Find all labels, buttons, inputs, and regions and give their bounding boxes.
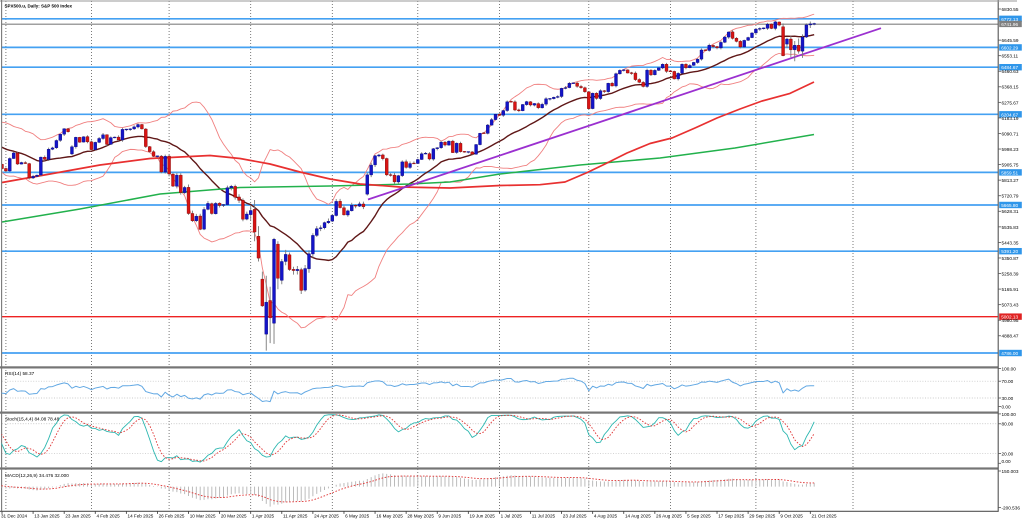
svg-text:26 Feb 2025: 26 Feb 2025 — [159, 514, 185, 519]
svg-text:-200.536: -200.536 — [1002, 505, 1021, 510]
svg-text:RSI(14) 58.37: RSI(14) 58.37 — [5, 371, 35, 376]
svg-text:4786.00: 4786.00 — [1001, 351, 1018, 356]
svg-text:6275.67: 6275.67 — [1002, 100, 1019, 105]
svg-text:1 Apr 2025: 1 Apr 2025 — [252, 514, 275, 519]
svg-text:29 Sep 2025: 29 Sep 2025 — [749, 514, 776, 519]
svg-text:9 Oct 2025: 9 Oct 2025 — [780, 514, 803, 519]
svg-text:6645.59: 6645.59 — [1002, 38, 1019, 43]
svg-text:5535.83: 5535.83 — [1002, 225, 1019, 230]
svg-text:SPX500.u, Daily: S&P 500 Index: SPX500.u, Daily: S&P 500 Index — [5, 3, 73, 8]
svg-text:20 Mar 2025: 20 Mar 2025 — [221, 514, 247, 519]
svg-text:6772.13: 6772.13 — [1001, 17, 1018, 22]
svg-text:5859.51: 5859.51 — [1001, 170, 1018, 175]
svg-text:4980.95: 4980.95 — [1002, 318, 1019, 323]
svg-text:5905.75: 5905.75 — [1002, 163, 1019, 168]
svg-text:6602.29: 6602.29 — [1001, 45, 1018, 50]
svg-text:Stoch(15,4,4) 84.08 78.48: Stoch(15,4,4) 84.08 78.48 — [5, 416, 60, 421]
svg-text:0.00: 0.00 — [1002, 459, 1012, 464]
svg-text:6 May 2025: 6 May 2025 — [345, 514, 369, 519]
svg-text:4 Feb 2025: 4 Feb 2025 — [96, 514, 120, 519]
svg-text:21 Oct 2025: 21 Oct 2025 — [811, 514, 836, 519]
svg-text:70.00: 70.00 — [1002, 379, 1014, 384]
svg-text:150.003: 150.003 — [1002, 469, 1019, 474]
svg-text:6090.71: 6090.71 — [1002, 131, 1019, 136]
svg-text:14 Feb 2025: 14 Feb 2025 — [128, 514, 154, 519]
svg-text:23 Jan 2025: 23 Jan 2025 — [65, 514, 91, 519]
svg-text:10 Mar 2025: 10 Mar 2025 — [190, 514, 216, 519]
svg-text:5350.87: 5350.87 — [1002, 256, 1019, 261]
svg-text:26 Aug 2025: 26 Aug 2025 — [656, 514, 682, 519]
svg-text:5443.35: 5443.35 — [1002, 240, 1019, 245]
svg-text:5258.39: 5258.39 — [1002, 271, 1019, 276]
svg-text:9 Jun 2025: 9 Jun 2025 — [438, 514, 461, 519]
svg-text:100.00: 100.00 — [1002, 412, 1017, 417]
svg-text:6183.19: 6183.19 — [1002, 116, 1019, 121]
svg-text:4 Aug 2025: 4 Aug 2025 — [594, 514, 618, 519]
svg-text:23 Jul 2025: 23 Jul 2025 — [563, 514, 587, 519]
svg-text:0.00: 0.00 — [1002, 404, 1012, 409]
svg-text:5073.43: 5073.43 — [1002, 303, 1019, 308]
svg-text:24 Apr 2025: 24 Apr 2025 — [314, 514, 339, 519]
svg-text:5391.20: 5391.20 — [1001, 249, 1018, 254]
svg-text:80.00: 80.00 — [1002, 422, 1014, 427]
svg-text:20.00: 20.00 — [1002, 451, 1014, 456]
svg-text:5720.79: 5720.79 — [1002, 194, 1019, 199]
svg-text:11 Jul 2025: 11 Jul 2025 — [532, 514, 556, 519]
svg-text:11 Apr 2025: 11 Apr 2025 — [283, 514, 308, 519]
svg-text:4888.47: 4888.47 — [1002, 334, 1019, 339]
svg-text:19 Jun 2025: 19 Jun 2025 — [470, 514, 496, 519]
svg-text:13 Jan 2025: 13 Jan 2025 — [34, 514, 60, 519]
svg-text:1 Jul 2025: 1 Jul 2025 — [501, 514, 523, 519]
svg-text:5628.31: 5628.31 — [1002, 209, 1019, 214]
svg-text:5165.91: 5165.91 — [1002, 287, 1019, 292]
svg-text:6553.11: 6553.11 — [1002, 54, 1019, 59]
svg-text:30.00: 30.00 — [1002, 396, 1014, 401]
svg-text:17 Sep 2025: 17 Sep 2025 — [718, 514, 745, 519]
svg-text:14 Aug 2025: 14 Aug 2025 — [625, 514, 651, 519]
svg-text:6484.67: 6484.67 — [1001, 65, 1018, 70]
svg-text:100.00: 100.00 — [1002, 367, 1017, 372]
svg-text:5002.13: 5002.13 — [1001, 315, 1018, 320]
svg-text:6460.63: 6460.63 — [1002, 69, 1019, 74]
svg-text:6368.15: 6368.15 — [1002, 85, 1019, 90]
svg-text:5998.23: 5998.23 — [1002, 147, 1019, 152]
svg-text:16 May 2025: 16 May 2025 — [376, 514, 403, 519]
svg-text:6741.96: 6741.96 — [1001, 22, 1018, 27]
svg-text:6204.67: 6204.67 — [1001, 112, 1018, 117]
svg-text:28 May 2025: 28 May 2025 — [407, 514, 434, 519]
svg-text:6830.55: 6830.55 — [1002, 7, 1019, 12]
svg-text:31 Dec 2024: 31 Dec 2024 — [1, 514, 27, 519]
svg-text:MACD(12,26,9) 34.476 32.000: MACD(12,26,9) 34.476 32.000 — [5, 473, 69, 478]
svg-text:5 Sep 2025: 5 Sep 2025 — [687, 514, 711, 519]
svg-text:5813.27: 5813.27 — [1002, 178, 1019, 183]
svg-text:5665.80: 5665.80 — [1001, 203, 1018, 208]
